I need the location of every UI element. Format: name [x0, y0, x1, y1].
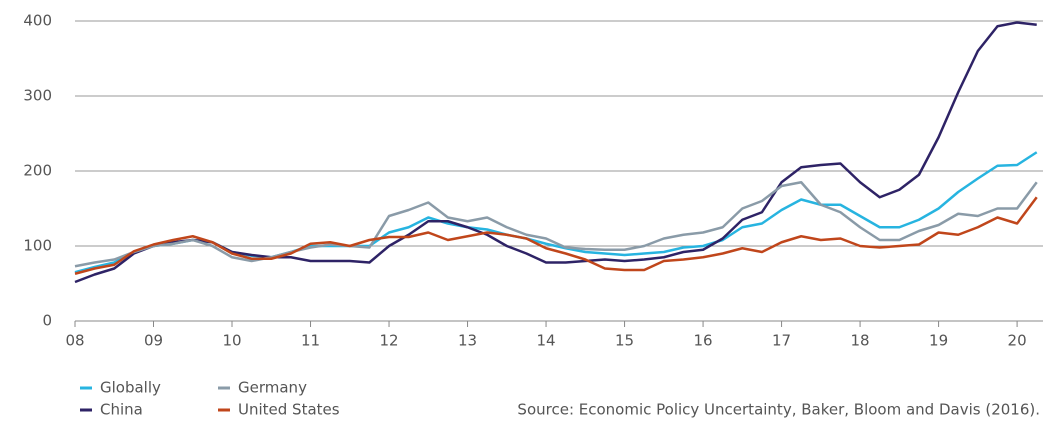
series-line	[74, 21, 1037, 284]
legend-label: Globally	[100, 379, 161, 397]
source-note: Source: Economic Policy Uncertainty, Bak…	[517, 401, 1040, 419]
y-tick-label: 100	[23, 237, 52, 255]
y-tick-label: 0	[42, 312, 52, 330]
y-tick-label: 400	[23, 12, 52, 30]
x-tick-label: 20	[1008, 332, 1027, 350]
x-tick-label: 08	[65, 332, 84, 350]
series-line	[74, 181, 1038, 268]
x-tick-label: 16	[694, 332, 713, 350]
x-tick-label: 17	[772, 332, 791, 350]
x-tick-label: 13	[458, 332, 477, 350]
x-tick-label: 18	[851, 332, 870, 350]
series-line	[74, 196, 1038, 275]
x-tick-label: 09	[144, 332, 163, 350]
y-tick-label: 200	[23, 162, 52, 180]
legend-label: United States	[238, 401, 340, 419]
series-line	[74, 151, 1038, 274]
x-tick-label: 14	[536, 332, 555, 350]
x-tick-label: 15	[615, 332, 634, 350]
y-tick-label: 300	[23, 87, 52, 105]
x-tick-label: 12	[379, 332, 398, 350]
legend-label: Germany	[238, 379, 307, 397]
legend-label: China	[100, 401, 143, 419]
x-tick-label: 10	[222, 332, 241, 350]
x-tick-label: 11	[301, 332, 320, 350]
x-tick-label: 19	[929, 332, 948, 350]
